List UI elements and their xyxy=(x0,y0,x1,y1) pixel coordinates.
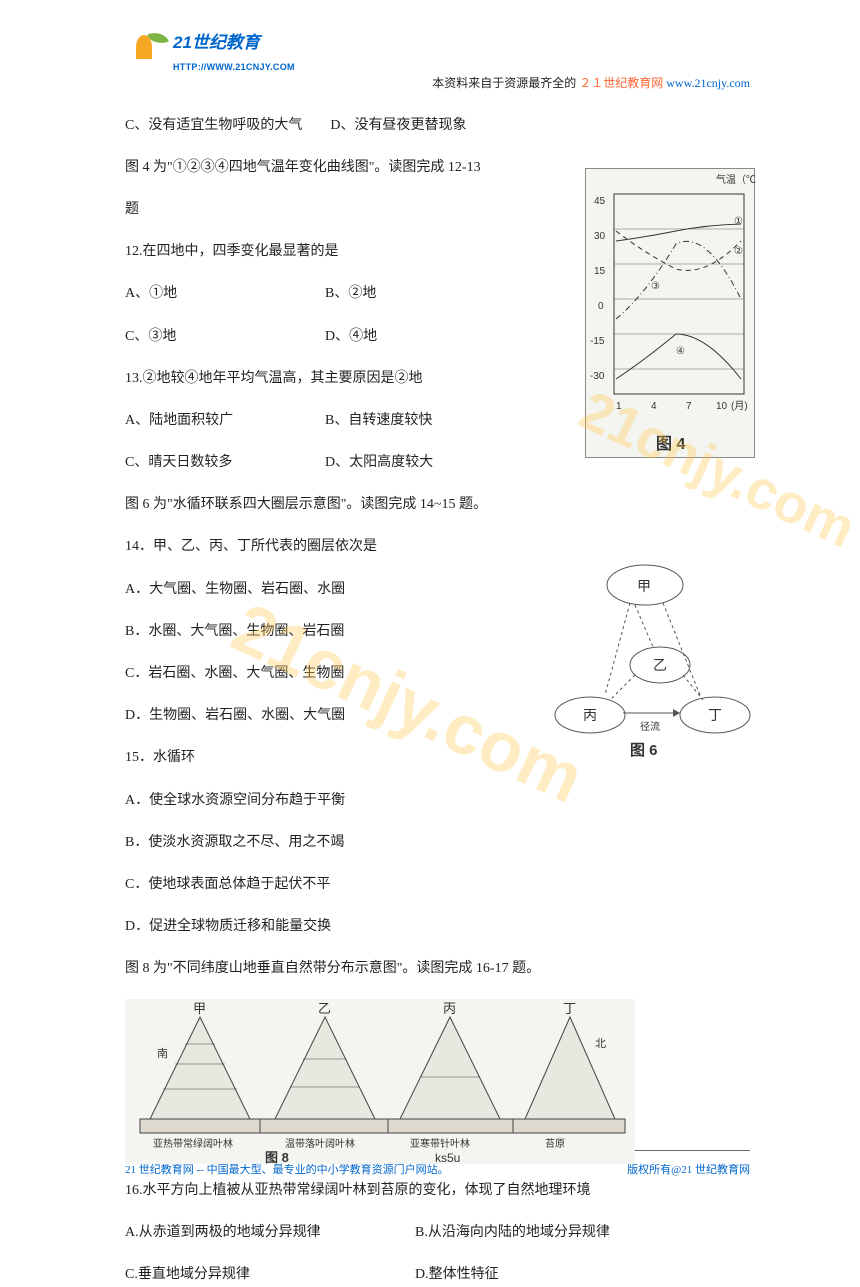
q16-opt-a: A.从赤道到两极的地域分异规律 xyxy=(125,1220,415,1245)
q12-opt-c: C、③地 xyxy=(125,324,325,349)
q12-opt-d: D、④地 xyxy=(325,324,525,349)
logo-text: 21世纪教育 HTTP://WWW.21CNJY.COM xyxy=(173,28,295,75)
q13-opt-c: C、晴天日数较多 xyxy=(125,450,325,475)
svg-text:苔原: 苔原 xyxy=(545,1137,565,1150)
q15-opt-b: B．使淡水资源取之不尽、用之不竭 xyxy=(125,830,750,855)
q12-row1: A、①地 B、②地 xyxy=(125,281,750,306)
intro-fig4: 图 4 为"①②③④四地气温年变化曲线图"。读图完成 12-13 xyxy=(125,155,750,180)
header-source-line: 本资料来自于资源最齐全的 ２１世纪教育网 www.21cnjy.com xyxy=(125,73,750,95)
header-prefix: 本资料来自于资源最齐全的 xyxy=(432,76,576,90)
q16-opt-b: B.从沿海向内陆的地域分异规律 xyxy=(415,1220,705,1245)
intro-fig8: 图 8 为"不同纬度山地垂直自然带分布示意图"。读图完成 16-17 题。 xyxy=(125,956,750,981)
intro-fig4-cont: 题 xyxy=(125,197,750,222)
q12-opt-a: A、①地 xyxy=(125,281,325,306)
q14-opt-a: A．大气圈、生物圈、岩石圈、水圈 xyxy=(125,577,750,602)
q12-opt-b: B、②地 xyxy=(325,281,525,306)
q13-stem: 13.②地较④地年平均气温高，其主要原因是②地 xyxy=(125,366,750,391)
header-brand: ２１世纪教育网 xyxy=(579,76,663,90)
q11-cd: C、没有适宜生物呼吸的大气 D、没有昼夜更替现象 xyxy=(125,113,750,138)
q14-opt-d: D．生物圈、岩石圈、水圈、大气圈 xyxy=(125,703,750,728)
svg-text:丁: 丁 xyxy=(563,1001,576,1016)
svg-text:亚热带常绿阔叶林: 亚热带常绿阔叶林 xyxy=(153,1137,233,1150)
q12-row2: C、③地 D、④地 xyxy=(125,324,750,349)
q16-row1: A.从赤道到两极的地域分异规律 B.从沿海向内陆的地域分异规律 xyxy=(125,1220,750,1245)
q13-opt-b: B、自转速度较快 xyxy=(325,408,525,433)
svg-text:丙: 丙 xyxy=(443,1001,456,1016)
logo-url: HTTP://WWW.21CNJY.COM xyxy=(173,59,295,75)
q14-opt-b: B．水圈、大气圈、生物圈、岩石圈 xyxy=(125,619,750,644)
q16-opt-d: D.整体性特征 xyxy=(415,1262,705,1287)
svg-text:图 8: 图 8 xyxy=(265,1150,289,1164)
svg-text:温带落叶阔叶林: 温带落叶阔叶林 xyxy=(285,1137,355,1150)
q15-opt-d: D．促进全球物质迁移和能量交换 xyxy=(125,914,750,939)
intro-fig6: 图 6 为"水循环联系四大圈层示意图"。读图完成 14~15 题。 xyxy=(125,492,750,517)
q13-row2: C、晴天日数较多 D、太阳高度较大 xyxy=(125,450,750,475)
logo-icon xyxy=(125,33,167,69)
q16-row2: C.垂直地域分异规律 D.整体性特征 xyxy=(125,1262,750,1287)
q13-opt-a: A、陆地面积较广 xyxy=(125,408,325,433)
q15-opt-c: C．使地球表面总体趋于起伏不平 xyxy=(125,872,750,897)
logo-cn: 21世纪教育 xyxy=(173,28,295,59)
header-url: www.21cnjy.com xyxy=(666,76,750,90)
svg-text:亚寒带针叶林: 亚寒带针叶林 xyxy=(410,1137,470,1150)
svg-text:北: 北 xyxy=(595,1037,606,1050)
q14-stem: 14．甲、乙、丙、丁所代表的圈层依次是 xyxy=(125,534,750,559)
q12-stem: 12.在四地中，四季变化最显著的是 xyxy=(125,239,750,264)
logo-area: 21世纪教育 HTTP://WWW.21CNJY.COM xyxy=(125,28,295,75)
q13-opt-d: D、太阳高度较大 xyxy=(325,450,525,475)
content-body: C、没有适宜生物呼吸的大气 D、没有昼夜更替现象 图 4 为"①②③④四地气温年… xyxy=(125,113,750,1287)
q14-opt-c: C．岩石圈、水圈、大气圈、生物圈 xyxy=(125,661,750,686)
svg-text:甲: 甲 xyxy=(193,1001,206,1016)
q16-opt-c: C.垂直地域分异规律 xyxy=(125,1262,415,1287)
svg-text:ks5u: ks5u xyxy=(435,1151,460,1164)
svg-text:乙: 乙 xyxy=(318,1001,331,1016)
svg-text:南: 南 xyxy=(157,1047,168,1060)
figure-8-diagram: 甲 南 乙 丙 丁 北 亚热带常绿阔叶林 温带落叶阔叶林 亚寒带针叶林 苔原 图… xyxy=(125,999,635,1164)
q16-stem: 16.水平方向上植被从亚热带常绿阔叶林到苔原的变化，体现了自然地理环境 xyxy=(125,1178,750,1203)
q15-stem: 15．水循环 xyxy=(125,745,750,770)
q13-row1: A、陆地面积较广 B、自转速度较快 xyxy=(125,408,750,433)
q15-opt-a: A．使全球水资源空间分布趋于平衡 xyxy=(125,788,750,813)
